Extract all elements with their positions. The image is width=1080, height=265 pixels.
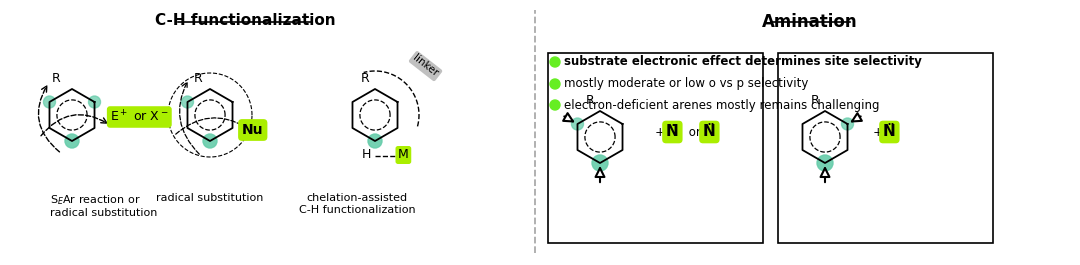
- Circle shape: [841, 118, 853, 130]
- Circle shape: [550, 100, 561, 110]
- Circle shape: [816, 155, 833, 171]
- Text: S$_E$Ar reaction or
radical substitution: S$_E$Ar reaction or radical substitution: [50, 193, 158, 218]
- Circle shape: [203, 134, 217, 148]
- Text: radical substitution: radical substitution: [157, 193, 264, 203]
- Text: R: R: [585, 94, 594, 107]
- Text: electron-deficient arenes mostly remains challenging: electron-deficient arenes mostly remains…: [564, 99, 879, 112]
- FancyBboxPatch shape: [548, 53, 762, 243]
- Text: R: R: [361, 72, 369, 85]
- Circle shape: [43, 96, 55, 108]
- Circle shape: [550, 57, 561, 67]
- Text: +: +: [654, 126, 670, 139]
- Text: R: R: [52, 72, 60, 85]
- Text: R: R: [193, 72, 202, 85]
- Text: Amination: Amination: [762, 13, 858, 31]
- Circle shape: [181, 96, 193, 108]
- Text: Ṅ: Ṅ: [666, 125, 678, 139]
- Circle shape: [89, 96, 100, 108]
- Text: chelation-assisted
C-H functionalization: chelation-assisted C-H functionalization: [299, 193, 416, 215]
- Text: H: H: [362, 148, 372, 161]
- Text: E$^+$ or X$^-$: E$^+$ or X$^-$: [110, 109, 168, 125]
- Text: linker: linker: [411, 53, 441, 79]
- Text: substrate electronic effect determines site selectivity: substrate electronic effect determines s…: [564, 55, 922, 68]
- Circle shape: [65, 134, 79, 148]
- Text: R: R: [811, 94, 820, 107]
- Text: M: M: [399, 148, 408, 161]
- FancyBboxPatch shape: [778, 53, 993, 243]
- Circle shape: [571, 118, 583, 130]
- Circle shape: [592, 155, 608, 171]
- Text: or: or: [685, 126, 704, 139]
- Text: +: +: [873, 126, 888, 139]
- Text: C-H functionalization: C-H functionalization: [154, 13, 335, 28]
- Text: N̈: N̈: [883, 125, 895, 139]
- Text: mostly moderate or low o vs p selectivity: mostly moderate or low o vs p selectivit…: [564, 77, 808, 91]
- Text: Nu: Nu: [242, 123, 264, 137]
- Circle shape: [368, 134, 382, 148]
- Circle shape: [550, 79, 561, 89]
- Text: N̈: N̈: [703, 125, 716, 139]
